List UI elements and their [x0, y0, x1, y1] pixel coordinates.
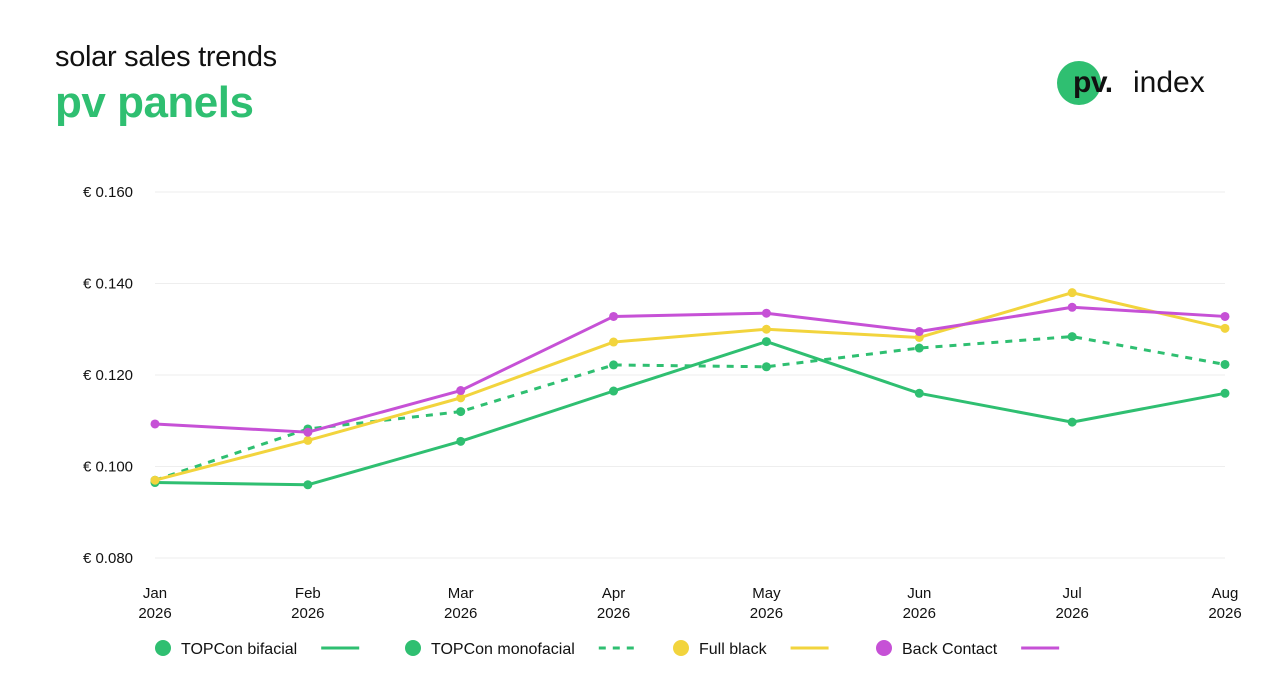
- data-point-full-black: [761, 324, 771, 334]
- x-tick-label-year: 2026: [750, 605, 783, 622]
- data-point-back-contact: [303, 427, 313, 437]
- data-point-monofacial: [914, 343, 924, 353]
- x-tick-label: Jan: [143, 585, 167, 602]
- x-tick-label: Jul: [1063, 585, 1082, 602]
- data-point-bifacial: [456, 436, 466, 446]
- data-point-full-black: [1067, 288, 1077, 298]
- x-tick-label: Aug: [1212, 585, 1239, 602]
- data-point-bifacial: [1067, 417, 1077, 427]
- x-tick-label-year: 2026: [138, 605, 171, 622]
- data-point-bifacial: [1220, 388, 1230, 398]
- x-tick-label-year: 2026: [903, 605, 936, 622]
- legend-marker-full-black: [673, 640, 689, 656]
- data-point-monofacial: [1220, 359, 1230, 369]
- x-tick-label: Apr: [602, 585, 625, 602]
- data-point-back-contact: [1067, 302, 1077, 312]
- data-point-bifacial: [303, 480, 313, 490]
- data-point-bifacial: [914, 388, 924, 398]
- legend-marker-bifacial: [155, 640, 171, 656]
- data-point-full-black: [150, 475, 160, 485]
- y-tick-label: € 0.120: [83, 367, 133, 384]
- data-point-monofacial: [456, 407, 466, 417]
- x-tick-label: Feb: [295, 585, 321, 602]
- series-line-monofacial: [154, 335, 1226, 482]
- data-point-back-contact: [914, 327, 924, 337]
- data-point-full-black: [303, 435, 313, 445]
- logo-mark: pv.: [1073, 66, 1113, 99]
- legend-label: TOPCon monofacial: [431, 641, 575, 658]
- data-point-back-contact: [761, 308, 771, 318]
- data-point-bifacial: [609, 386, 619, 396]
- y-tick-label: € 0.100: [83, 459, 133, 476]
- logo-circle-icon: [1057, 61, 1101, 105]
- x-tick-label: Mar: [448, 585, 474, 602]
- y-tick-label: € 0.160: [83, 184, 133, 201]
- data-point-monofacial: [1067, 332, 1077, 342]
- x-tick-label-year: 2026: [444, 605, 477, 622]
- legend-marker-back-contact: [876, 640, 892, 656]
- chart-title: solar sales trends: [55, 41, 277, 73]
- data-point-back-contact: [150, 419, 160, 429]
- legend-label: Back Contact: [902, 641, 998, 658]
- data-point-full-black: [609, 337, 619, 347]
- legend-label: TOPCon bifacial: [181, 641, 297, 658]
- chart-subtitle: pv panels: [55, 78, 254, 127]
- y-tick-label: € 0.140: [83, 276, 133, 293]
- data-point-full-black: [1220, 323, 1230, 333]
- data-point-back-contact: [456, 386, 466, 396]
- logo-text: index: [1133, 66, 1205, 99]
- data-point-bifacial: [761, 337, 771, 347]
- y-tick-label: € 0.080: [83, 550, 133, 567]
- data-point-back-contact: [1220, 311, 1230, 321]
- series-line-bifacial: [153, 340, 1227, 487]
- legend-marker-monofacial: [405, 640, 421, 656]
- data-point-monofacial: [609, 360, 619, 370]
- x-tick-label: Jun: [907, 585, 931, 602]
- x-tick-label: May: [752, 585, 781, 602]
- series-line-back-contact: [153, 305, 1227, 434]
- pv-index-logo: pv. index: [1057, 61, 1257, 111]
- x-tick-label-year: 2026: [597, 605, 630, 622]
- legend-label: Full black: [699, 641, 768, 658]
- x-tick-label-year: 2026: [1055, 605, 1088, 622]
- x-tick-label-year: 2026: [1208, 605, 1241, 622]
- series-line-full-black: [153, 291, 1227, 482]
- x-tick-label-year: 2026: [291, 605, 324, 622]
- data-point-monofacial: [761, 362, 771, 372]
- data-point-full-black: [456, 393, 466, 403]
- data-point-back-contact: [609, 311, 619, 321]
